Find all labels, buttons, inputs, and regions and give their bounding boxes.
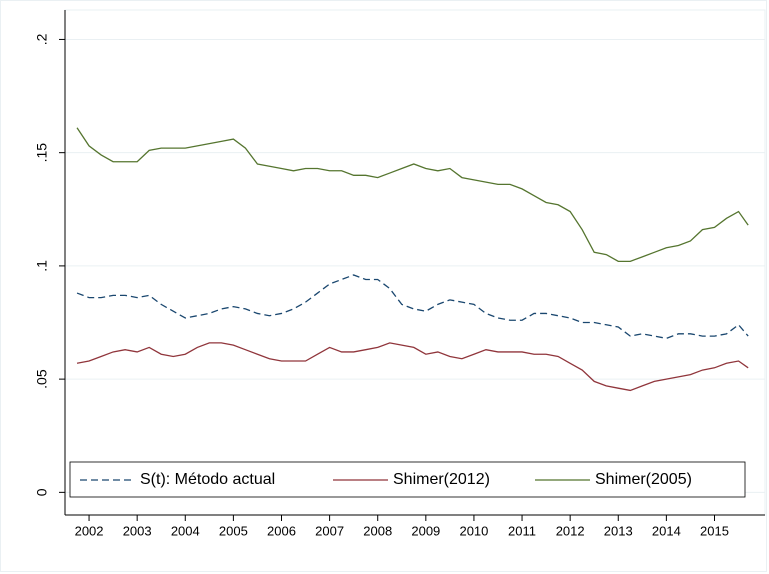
x-tick-label: 2009 [411, 523, 440, 538]
legend-label: S(t): Método actual [140, 471, 275, 488]
x-tick-label: 2003 [123, 523, 152, 538]
x-tick-label: 2004 [171, 523, 200, 538]
plot-area [64, 9, 766, 516]
x-tick-label: 2007 [315, 523, 344, 538]
legend-label: Shimer(2012) [393, 471, 490, 488]
y-tick-label: .1 [34, 260, 50, 272]
x-tick-label: 2013 [604, 523, 633, 538]
y-tick-label: .2 [34, 33, 50, 45]
series-line [76, 274, 749, 340]
x-tick-label: 2015 [700, 523, 729, 538]
x-tick-label: 2008 [363, 523, 392, 538]
legend-box [69, 461, 746, 498]
legend: S(t): Método actual Shimer(2012) Shimer(20… [69, 461, 746, 498]
x-tick-label: 2010 [459, 523, 488, 538]
x-tick-label: 2006 [267, 523, 296, 538]
y-tick-label: 0 [34, 488, 50, 496]
x-tick-label: 2005 [219, 523, 248, 538]
x-tick-label: 2011 [508, 523, 536, 538]
legend-label: Shimer(2005) [595, 471, 692, 488]
series-line [76, 342, 749, 392]
y-tick-label: .15 [34, 143, 50, 163]
x-tick-label: 2002 [75, 523, 104, 538]
x-tick-label: 2012 [556, 523, 585, 538]
y-tick-label: .05 [34, 369, 50, 389]
x-tick-label: 2014 [652, 523, 681, 538]
series-line [76, 127, 749, 263]
